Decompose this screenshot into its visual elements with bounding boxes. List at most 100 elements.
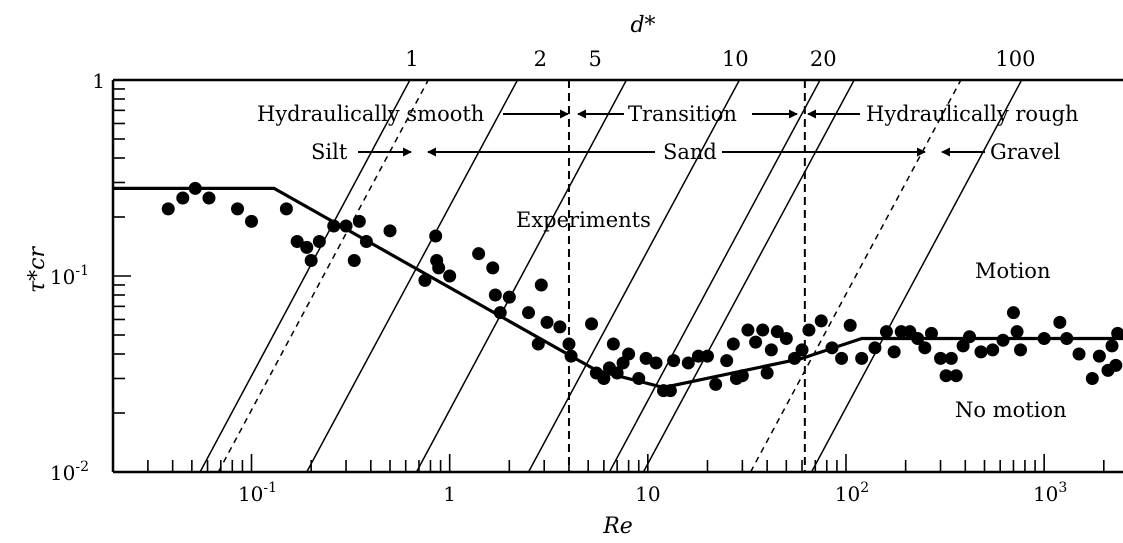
top-tick-label: 1	[405, 47, 418, 71]
experiment-point	[553, 320, 567, 334]
experiment-point	[911, 331, 925, 345]
experiment-point	[1006, 306, 1020, 320]
experiment-point	[1111, 326, 1123, 340]
data-points-layer	[161, 181, 1123, 398]
d-star-line-6	[608, 80, 821, 472]
experiment-point	[795, 343, 809, 357]
experiment-point	[502, 290, 516, 304]
experiment-point	[835, 351, 849, 365]
label-silt: Silt	[311, 140, 348, 164]
experiment-point	[667, 354, 681, 368]
label-transition: Transition	[628, 102, 737, 126]
label-motion: Motion	[975, 259, 1050, 283]
experiment-point	[304, 253, 318, 267]
experiment-point	[486, 261, 500, 275]
experiment-point	[760, 366, 774, 380]
top-tick-label: 5	[589, 47, 602, 71]
experiment-point	[1085, 371, 1099, 385]
experiment-point	[300, 240, 314, 254]
label-hydraulically-rough: Hydraulically rough	[866, 102, 1079, 126]
experiment-point	[756, 323, 770, 337]
experiment-point	[1105, 339, 1119, 353]
top-tick-label: 20	[810, 47, 837, 71]
experiment-point	[540, 315, 554, 329]
experiment-point	[432, 261, 446, 275]
experiment-point	[383, 224, 397, 238]
experiment-point	[597, 371, 611, 385]
experiment-point	[161, 202, 175, 216]
experiment-point	[996, 333, 1010, 347]
experiment-point	[1053, 315, 1067, 329]
d-star-line-7	[642, 80, 855, 472]
annotations-layer: Hydraulically smooth Transition Hydrauli…	[257, 102, 1079, 422]
d-star-line-9	[810, 80, 1023, 472]
experiment-point	[663, 384, 677, 398]
experiment-point	[879, 325, 893, 339]
d-star-line-8	[749, 80, 962, 472]
d-star-line-2	[217, 80, 429, 472]
experiment-point	[944, 351, 958, 365]
x-tick-label: 1	[443, 482, 456, 506]
x-tick-label: 102	[835, 480, 869, 506]
label-sand: Sand	[663, 140, 717, 164]
experiment-point	[843, 318, 857, 332]
experiment-point	[202, 191, 216, 205]
experiment-point	[735, 369, 749, 383]
experiment-point	[312, 234, 326, 248]
experiment-point	[585, 317, 599, 331]
y-tick-label: 10-2	[50, 459, 89, 485]
experiment-point	[825, 341, 839, 355]
experiment-point	[472, 247, 486, 261]
experiment-point	[1072, 347, 1086, 361]
experiment-point	[956, 339, 970, 353]
experiment-point	[610, 366, 624, 380]
top-tick-label: 2	[534, 47, 547, 71]
experiment-point	[1037, 331, 1051, 345]
x-axis-title: Re	[602, 514, 633, 539]
experiment-point	[691, 349, 705, 363]
experiment-point	[488, 288, 502, 302]
top-tick-label: 10	[722, 47, 749, 71]
experiment-point	[352, 214, 366, 228]
experiment-point	[1060, 331, 1074, 345]
experiment-point	[974, 345, 988, 359]
x-tick-label: 103	[1033, 480, 1067, 506]
experiment-point	[562, 337, 576, 351]
experiment-point	[939, 369, 953, 383]
experiment-point	[709, 377, 723, 391]
label-hydraulically-smooth: Hydraulically smooth	[257, 102, 484, 126]
experiment-point	[726, 337, 740, 351]
experiment-point	[327, 219, 341, 233]
x-tick-label: 10-1	[238, 480, 277, 506]
label-experiments: Experiments	[516, 208, 651, 232]
experiment-point	[788, 351, 802, 365]
experiment-point	[934, 351, 948, 365]
experiment-point	[639, 351, 653, 365]
experiment-point	[949, 369, 963, 383]
experiment-point	[802, 323, 816, 337]
experiment-point	[924, 326, 938, 340]
experiment-point	[1014, 343, 1028, 357]
d-star-line-5	[527, 80, 741, 472]
experiment-point	[429, 229, 443, 243]
experiment-point	[1010, 325, 1024, 339]
experiment-point	[632, 371, 646, 385]
experiment-point	[347, 253, 361, 267]
experiment-point	[443, 269, 457, 283]
tick-labels-layer: 10-1 1 10 102 103 1 10-1 10-2 1 2 5 10 20 100	[50, 47, 1067, 506]
experiment-point	[531, 337, 545, 351]
experiment-point	[290, 234, 304, 248]
experiment-point	[720, 354, 734, 368]
experiment-point	[188, 181, 202, 195]
experiment-point	[493, 306, 507, 320]
experiment-point	[868, 341, 882, 355]
d-star-line-3	[306, 80, 519, 472]
experiment-point	[855, 351, 869, 365]
d-star-line-4	[415, 80, 628, 472]
experiment-point	[700, 349, 714, 363]
experiment-point	[359, 234, 373, 248]
experiment-point	[962, 330, 976, 344]
experiment-point	[749, 335, 763, 349]
d-star-lines-layer	[199, 80, 1023, 472]
